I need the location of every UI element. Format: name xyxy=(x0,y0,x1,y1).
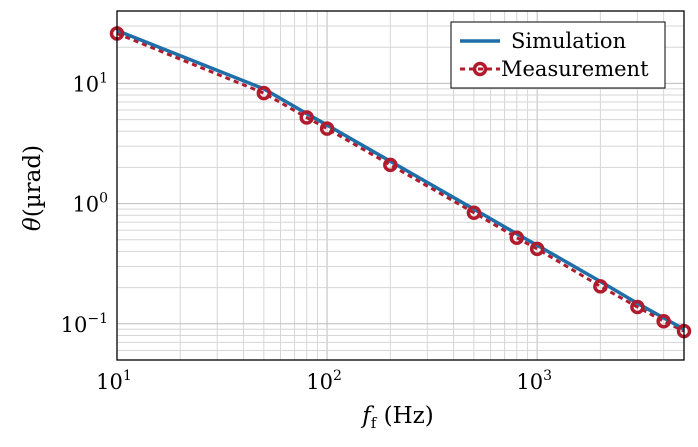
legend-measurement-label: Measurement xyxy=(501,57,649,81)
legend-simulation-label: Simulation xyxy=(511,29,626,53)
legend-box xyxy=(450,21,666,89)
x-tick-label: 103 xyxy=(516,368,552,394)
plot-frame xyxy=(116,10,685,361)
measurement-point xyxy=(656,314,671,329)
y-tick-label: 101 xyxy=(72,70,108,96)
measurement-point xyxy=(630,299,645,315)
measurement-line xyxy=(116,32,685,333)
y-tick-label: 10−1 xyxy=(61,311,108,337)
measurement-point xyxy=(593,279,608,294)
y-tick-label: 100 xyxy=(72,191,108,217)
x-tick-label: 101 xyxy=(96,368,132,394)
x-tick-labels: 101 102 103 xyxy=(96,368,552,394)
measurement-point xyxy=(466,205,482,220)
x-axis-label: ff (Hz) xyxy=(360,403,434,432)
measurement-point xyxy=(256,85,272,101)
legend: Simulation Measurement xyxy=(450,21,666,89)
measurement-point xyxy=(383,157,398,173)
series-layer xyxy=(109,26,692,339)
measurement-point xyxy=(299,110,314,125)
measurement-point xyxy=(529,241,545,257)
y-axis-label: θ(µrad) xyxy=(20,145,46,231)
measurement-point xyxy=(509,230,525,245)
legend-measurement-marker xyxy=(472,61,488,77)
measurement-point xyxy=(319,121,335,136)
x-tick-label: 102 xyxy=(306,368,342,394)
y-tick-labels: 10−1 100 101 xyxy=(61,70,108,336)
